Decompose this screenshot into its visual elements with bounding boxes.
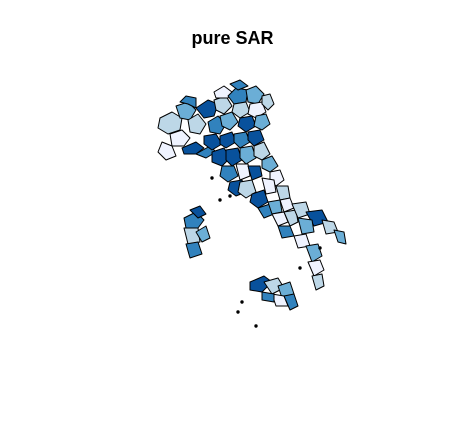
- island-dot: [218, 198, 222, 202]
- province-shape: [261, 155, 279, 173]
- province-shape: [297, 217, 315, 235]
- province-shape: [231, 101, 251, 119]
- province-shape: [179, 95, 197, 109]
- province-shape: [189, 205, 207, 219]
- island-dot: [298, 266, 302, 270]
- province-shape: [253, 141, 271, 161]
- province-shape: [249, 189, 269, 209]
- province-shape: [245, 85, 265, 105]
- province-shape: [225, 147, 243, 167]
- province-shape: [235, 163, 251, 181]
- province-shape: [275, 185, 291, 201]
- plot-title: pure SAR: [191, 28, 274, 48]
- province-shape: [239, 145, 257, 165]
- province-shape: [305, 243, 323, 263]
- province-shape: [233, 131, 251, 149]
- province-shape: [203, 133, 223, 151]
- province-shape: [237, 179, 257, 199]
- province-shape: [261, 93, 275, 111]
- island-dot: [318, 246, 322, 250]
- province-shape: [157, 141, 177, 161]
- province-shape: [247, 165, 263, 181]
- province-shape: [237, 115, 257, 133]
- province-shape: [213, 95, 233, 115]
- province-shape: [169, 129, 191, 147]
- province-shape: [181, 141, 205, 155]
- province-shape: [219, 165, 239, 183]
- island-dot: [210, 176, 214, 180]
- province-shape: [195, 225, 211, 243]
- province-shape: [247, 129, 265, 147]
- province-shape: [261, 291, 275, 303]
- province-shape: [261, 177, 277, 195]
- island-dot: [228, 194, 232, 198]
- province-shape: [219, 131, 237, 149]
- province-shape: [283, 293, 299, 311]
- island-dot: [254, 324, 258, 328]
- province-shape: [253, 113, 271, 131]
- province-shape: [157, 111, 183, 135]
- province-shape: [333, 229, 347, 245]
- province-shape: [229, 79, 249, 91]
- island-dot: [240, 300, 244, 304]
- province-shape: [307, 259, 325, 277]
- province-shape: [311, 273, 325, 291]
- island-dot: [236, 310, 240, 314]
- province-shape: [185, 241, 203, 259]
- province-shape: [219, 111, 239, 131]
- province-shape: [277, 225, 295, 239]
- province-shape: [187, 113, 207, 135]
- province-shape: [283, 209, 299, 227]
